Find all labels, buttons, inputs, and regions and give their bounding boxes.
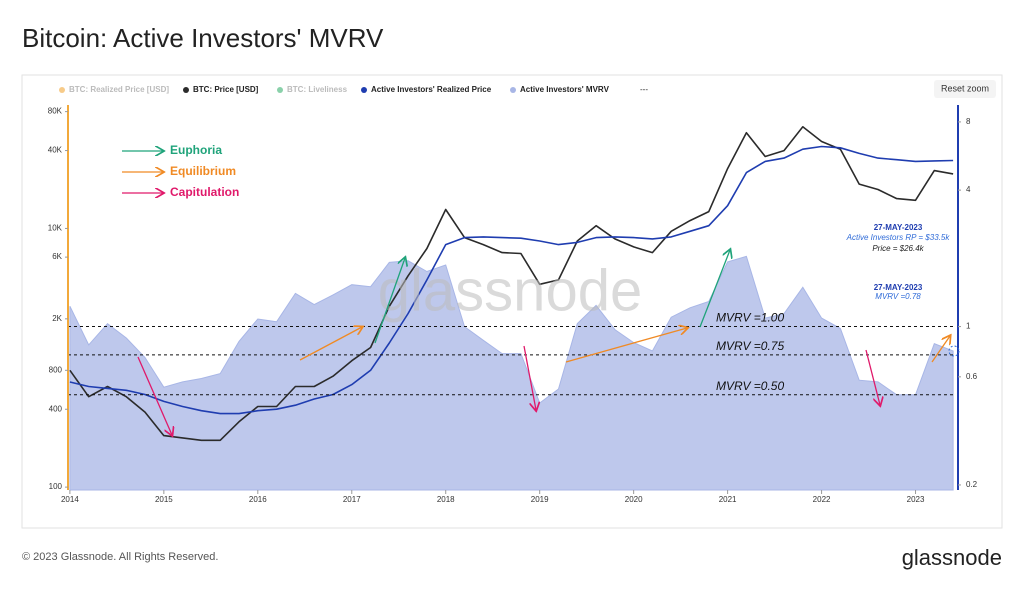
plot: glassnode MVRV =1.00 MVRV =0.75 MVRV =0.50 1… [48, 105, 978, 504]
callout: Active Investors RP = $33.5k [846, 233, 951, 242]
callout: Price = $26.4k [872, 244, 924, 253]
legend-extra[interactable]: --- [640, 85, 648, 94]
legend: BTC: Realized Price [USD] BTC: Price [USD… [59, 85, 648, 94]
x-tick-label: 2019 [531, 495, 549, 504]
x-tick-label: 2015 [155, 495, 173, 504]
callout: 27-MAY-2023 [874, 223, 923, 232]
legend-marker[interactable] [277, 87, 283, 93]
reference-label: MVRV =0.75 [716, 339, 784, 353]
legend-marker[interactable] [361, 87, 367, 93]
legend-marker[interactable] [183, 87, 189, 93]
callout: 27-MAY-2023 [874, 283, 923, 292]
legend-marker[interactable] [59, 87, 65, 93]
x-tick-label: 2016 [249, 495, 267, 504]
y-tick-label: 10K [48, 224, 63, 233]
phase-arrow [931, 336, 950, 363]
phase-label: Euphoria [170, 143, 222, 157]
x-tick-label: 2020 [625, 495, 643, 504]
phase-arrow [299, 327, 362, 361]
legend-marker[interactable] [510, 87, 516, 93]
y2-tick-label: 0.6 [966, 372, 978, 381]
legend-label[interactable]: Active Investors' Realized Price [371, 85, 492, 94]
x-tick-label: 2021 [719, 495, 737, 504]
phase-arrow [137, 356, 172, 435]
y-tick-label: 800 [49, 365, 63, 374]
legend-label[interactable]: BTC: Price [USD] [193, 85, 259, 94]
watermark: glassnode [378, 258, 642, 323]
series-line [69, 126, 954, 442]
reset-zoom-button[interactable] [934, 80, 996, 98]
legend-label[interactable]: BTC: Liveliness [287, 85, 348, 94]
series-line [69, 145, 954, 415]
y-tick-label: 2K [52, 314, 62, 323]
x-tick-label: 2017 [343, 495, 361, 504]
reference-label: MVRV =0.50 [716, 379, 784, 393]
y2-tick-label: 1 [966, 322, 971, 331]
reset-zoom-label[interactable]: Reset zoom [941, 83, 989, 93]
phase-label: Equilibrium [170, 164, 236, 178]
phase-arrow [374, 258, 405, 344]
phase-arrow [699, 250, 730, 328]
x-tick-label: 2014 [61, 495, 79, 504]
legend-label[interactable]: BTC: Realized Price [USD] [69, 85, 169, 94]
phase-label: Capitulation [170, 185, 239, 199]
y-tick-label: 100 [49, 482, 63, 491]
y2-tick-label: 4 [966, 185, 971, 194]
y-tick-label: 400 [49, 404, 63, 413]
phase-arrow [523, 345, 536, 410]
y2-tick-label: 8 [966, 117, 971, 126]
footer: © 2023 Glassnode. All Rights Reserved. [22, 551, 218, 563]
callout: MVRV =0.78 [875, 292, 921, 301]
phase-arrow [865, 349, 880, 405]
reference-label: MVRV =1.00 [716, 311, 784, 325]
y2-tick-label: 0.2 [966, 480, 978, 489]
callout-marker [948, 345, 960, 357]
x-tick-label: 2018 [437, 495, 455, 504]
x-tick-label: 2022 [813, 495, 831, 504]
phase-arrow [565, 328, 687, 363]
x-tick-label: 2023 [907, 495, 925, 504]
legend-label[interactable]: Active Investors' MVRV [520, 85, 610, 94]
logo: glassnode [902, 545, 1002, 570]
title: Bitcoin: Active Investors' MVRV [22, 23, 384, 53]
y-tick-label: 6K [52, 252, 62, 261]
y-tick-label: 80K [48, 107, 63, 116]
y-tick-label: 40K [48, 146, 63, 155]
